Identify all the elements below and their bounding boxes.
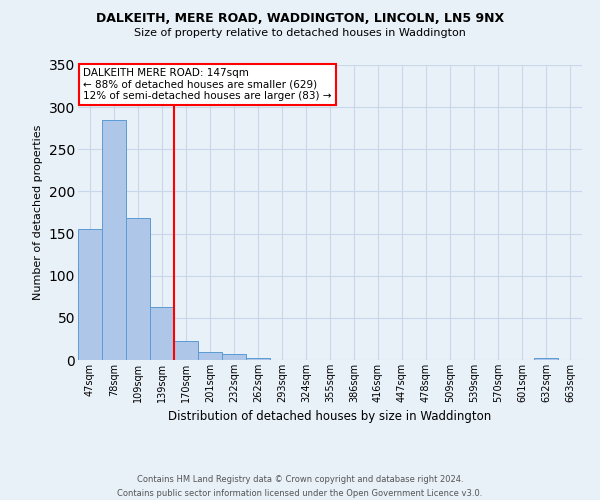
Bar (78, 230, 102, 360)
Text: DALKEITH MERE ROAD: 147sqm
← 88% of detached houses are smaller (629)
12% of sem: DALKEITH MERE ROAD: 147sqm ← 88% of deta… (83, 68, 332, 101)
Bar (198, 352, 222, 360)
Y-axis label: Number of detached properties: Number of detached properties (33, 125, 43, 300)
Text: DALKEITH, MERE ROAD, WADDINGTON, LINCOLN, LN5 9NX: DALKEITH, MERE ROAD, WADDINGTON, LINCOLN… (96, 12, 504, 26)
Bar (102, 120, 126, 360)
Bar (222, 354, 246, 360)
Text: Size of property relative to detached houses in Waddington: Size of property relative to detached ho… (134, 28, 466, 38)
Bar (534, 358, 558, 360)
Bar (174, 342, 198, 360)
Text: Contains HM Land Registry data © Crown copyright and database right 2024.
Contai: Contains HM Land Registry data © Crown c… (118, 476, 482, 498)
Bar (246, 358, 270, 360)
Bar (126, 218, 150, 360)
Bar (150, 307, 174, 360)
X-axis label: Distribution of detached houses by size in Waddington: Distribution of detached houses by size … (169, 410, 491, 424)
